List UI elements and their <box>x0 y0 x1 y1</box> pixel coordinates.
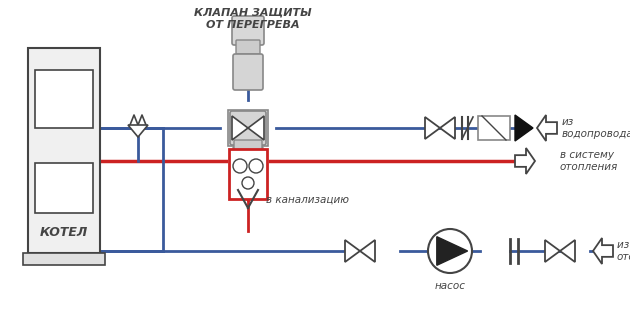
Polygon shape <box>128 125 148 137</box>
Bar <box>35 163 93 213</box>
Polygon shape <box>425 117 440 139</box>
Text: КОТЕЛ: КОТЕЛ <box>40 227 88 239</box>
FancyBboxPatch shape <box>233 147 263 159</box>
Circle shape <box>233 159 247 173</box>
FancyBboxPatch shape <box>230 111 266 145</box>
FancyBboxPatch shape <box>234 140 262 152</box>
FancyBboxPatch shape <box>233 54 263 90</box>
Polygon shape <box>360 240 375 262</box>
Circle shape <box>249 159 263 173</box>
Bar <box>229 149 267 199</box>
Polygon shape <box>560 240 575 262</box>
Polygon shape <box>545 240 560 262</box>
Bar <box>228 110 268 146</box>
Polygon shape <box>515 148 535 174</box>
Text: в канализацию: в канализацию <box>266 195 349 205</box>
Polygon shape <box>537 115 557 141</box>
Polygon shape <box>515 115 533 141</box>
Text: в систему
отопления: в систему отопления <box>560 150 618 172</box>
Polygon shape <box>437 237 467 265</box>
Text: из системы
отопления: из системы отопления <box>617 240 630 262</box>
Polygon shape <box>232 116 248 140</box>
FancyBboxPatch shape <box>232 16 264 45</box>
Polygon shape <box>440 117 455 139</box>
Bar <box>28 48 100 253</box>
Text: насос: насос <box>435 281 466 291</box>
Bar <box>35 70 93 128</box>
Polygon shape <box>593 238 613 264</box>
Bar <box>23 253 105 265</box>
Bar <box>478 116 510 140</box>
Circle shape <box>428 229 472 273</box>
FancyBboxPatch shape <box>236 40 260 54</box>
Circle shape <box>242 177 254 189</box>
Polygon shape <box>248 116 264 140</box>
Text: из
водопровода: из водопровода <box>562 117 630 139</box>
Text: КЛАПАН ЗАЩИТЫ
ОТ ПЕРЕГРЕВА: КЛАПАН ЗАЩИТЫ ОТ ПЕРЕГРЕВА <box>194 8 312 30</box>
Polygon shape <box>345 240 360 262</box>
